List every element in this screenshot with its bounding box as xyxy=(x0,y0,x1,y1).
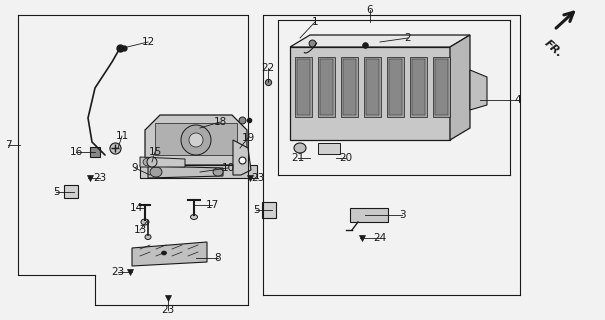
Text: 19: 19 xyxy=(241,133,255,143)
Text: 23: 23 xyxy=(93,173,106,183)
Text: 24: 24 xyxy=(373,233,387,243)
Bar xyxy=(389,59,402,115)
Bar xyxy=(366,59,379,115)
Text: 5: 5 xyxy=(53,187,59,197)
Text: 1: 1 xyxy=(312,17,318,27)
Polygon shape xyxy=(233,140,251,175)
Ellipse shape xyxy=(143,158,153,166)
Polygon shape xyxy=(450,35,470,140)
Bar xyxy=(297,59,310,115)
Bar xyxy=(155,123,237,155)
Text: 7: 7 xyxy=(5,140,11,150)
Ellipse shape xyxy=(162,251,166,255)
Text: 12: 12 xyxy=(142,37,155,47)
Text: 23: 23 xyxy=(251,173,264,183)
Text: 14: 14 xyxy=(129,203,143,213)
Text: 17: 17 xyxy=(205,200,218,210)
Text: 6: 6 xyxy=(367,5,373,15)
Text: 8: 8 xyxy=(215,253,221,263)
Circle shape xyxy=(147,157,157,167)
Text: 13: 13 xyxy=(133,225,146,235)
Text: 23: 23 xyxy=(111,267,125,277)
Text: FR.: FR. xyxy=(542,38,564,59)
Bar xyxy=(412,59,425,115)
Ellipse shape xyxy=(141,219,149,225)
Text: 23: 23 xyxy=(162,305,175,315)
Polygon shape xyxy=(140,157,185,167)
Text: 21: 21 xyxy=(292,153,305,163)
Text: 16: 16 xyxy=(70,147,83,157)
Bar xyxy=(295,57,312,117)
Polygon shape xyxy=(470,70,487,110)
Circle shape xyxy=(181,125,211,155)
Ellipse shape xyxy=(150,167,162,177)
Text: 9: 9 xyxy=(132,163,139,173)
Bar xyxy=(320,59,333,115)
Ellipse shape xyxy=(145,235,151,239)
Ellipse shape xyxy=(213,168,223,176)
Bar xyxy=(318,143,340,154)
Ellipse shape xyxy=(294,143,306,153)
Bar xyxy=(64,185,78,198)
Text: 22: 22 xyxy=(261,63,275,73)
Text: 15: 15 xyxy=(148,147,162,157)
Text: 5: 5 xyxy=(253,205,260,215)
Bar xyxy=(343,59,356,115)
Bar xyxy=(341,57,358,117)
Bar xyxy=(140,165,257,178)
Circle shape xyxy=(189,133,203,147)
Text: 3: 3 xyxy=(399,210,405,220)
Bar xyxy=(410,57,427,117)
Text: 4: 4 xyxy=(515,95,522,105)
Bar xyxy=(262,202,276,218)
Polygon shape xyxy=(290,35,470,47)
Bar xyxy=(433,57,450,117)
Polygon shape xyxy=(145,115,247,165)
Text: 11: 11 xyxy=(116,131,129,141)
Text: 10: 10 xyxy=(221,163,235,173)
Bar xyxy=(387,57,404,117)
Bar xyxy=(435,59,448,115)
Text: 2: 2 xyxy=(405,33,411,43)
Bar xyxy=(350,208,388,222)
Text: 20: 20 xyxy=(339,153,353,163)
Bar xyxy=(318,57,335,117)
Bar xyxy=(290,47,450,140)
Bar xyxy=(364,57,381,117)
Polygon shape xyxy=(132,242,207,266)
Ellipse shape xyxy=(191,214,197,220)
Text: 18: 18 xyxy=(214,117,227,127)
Polygon shape xyxy=(148,166,223,178)
